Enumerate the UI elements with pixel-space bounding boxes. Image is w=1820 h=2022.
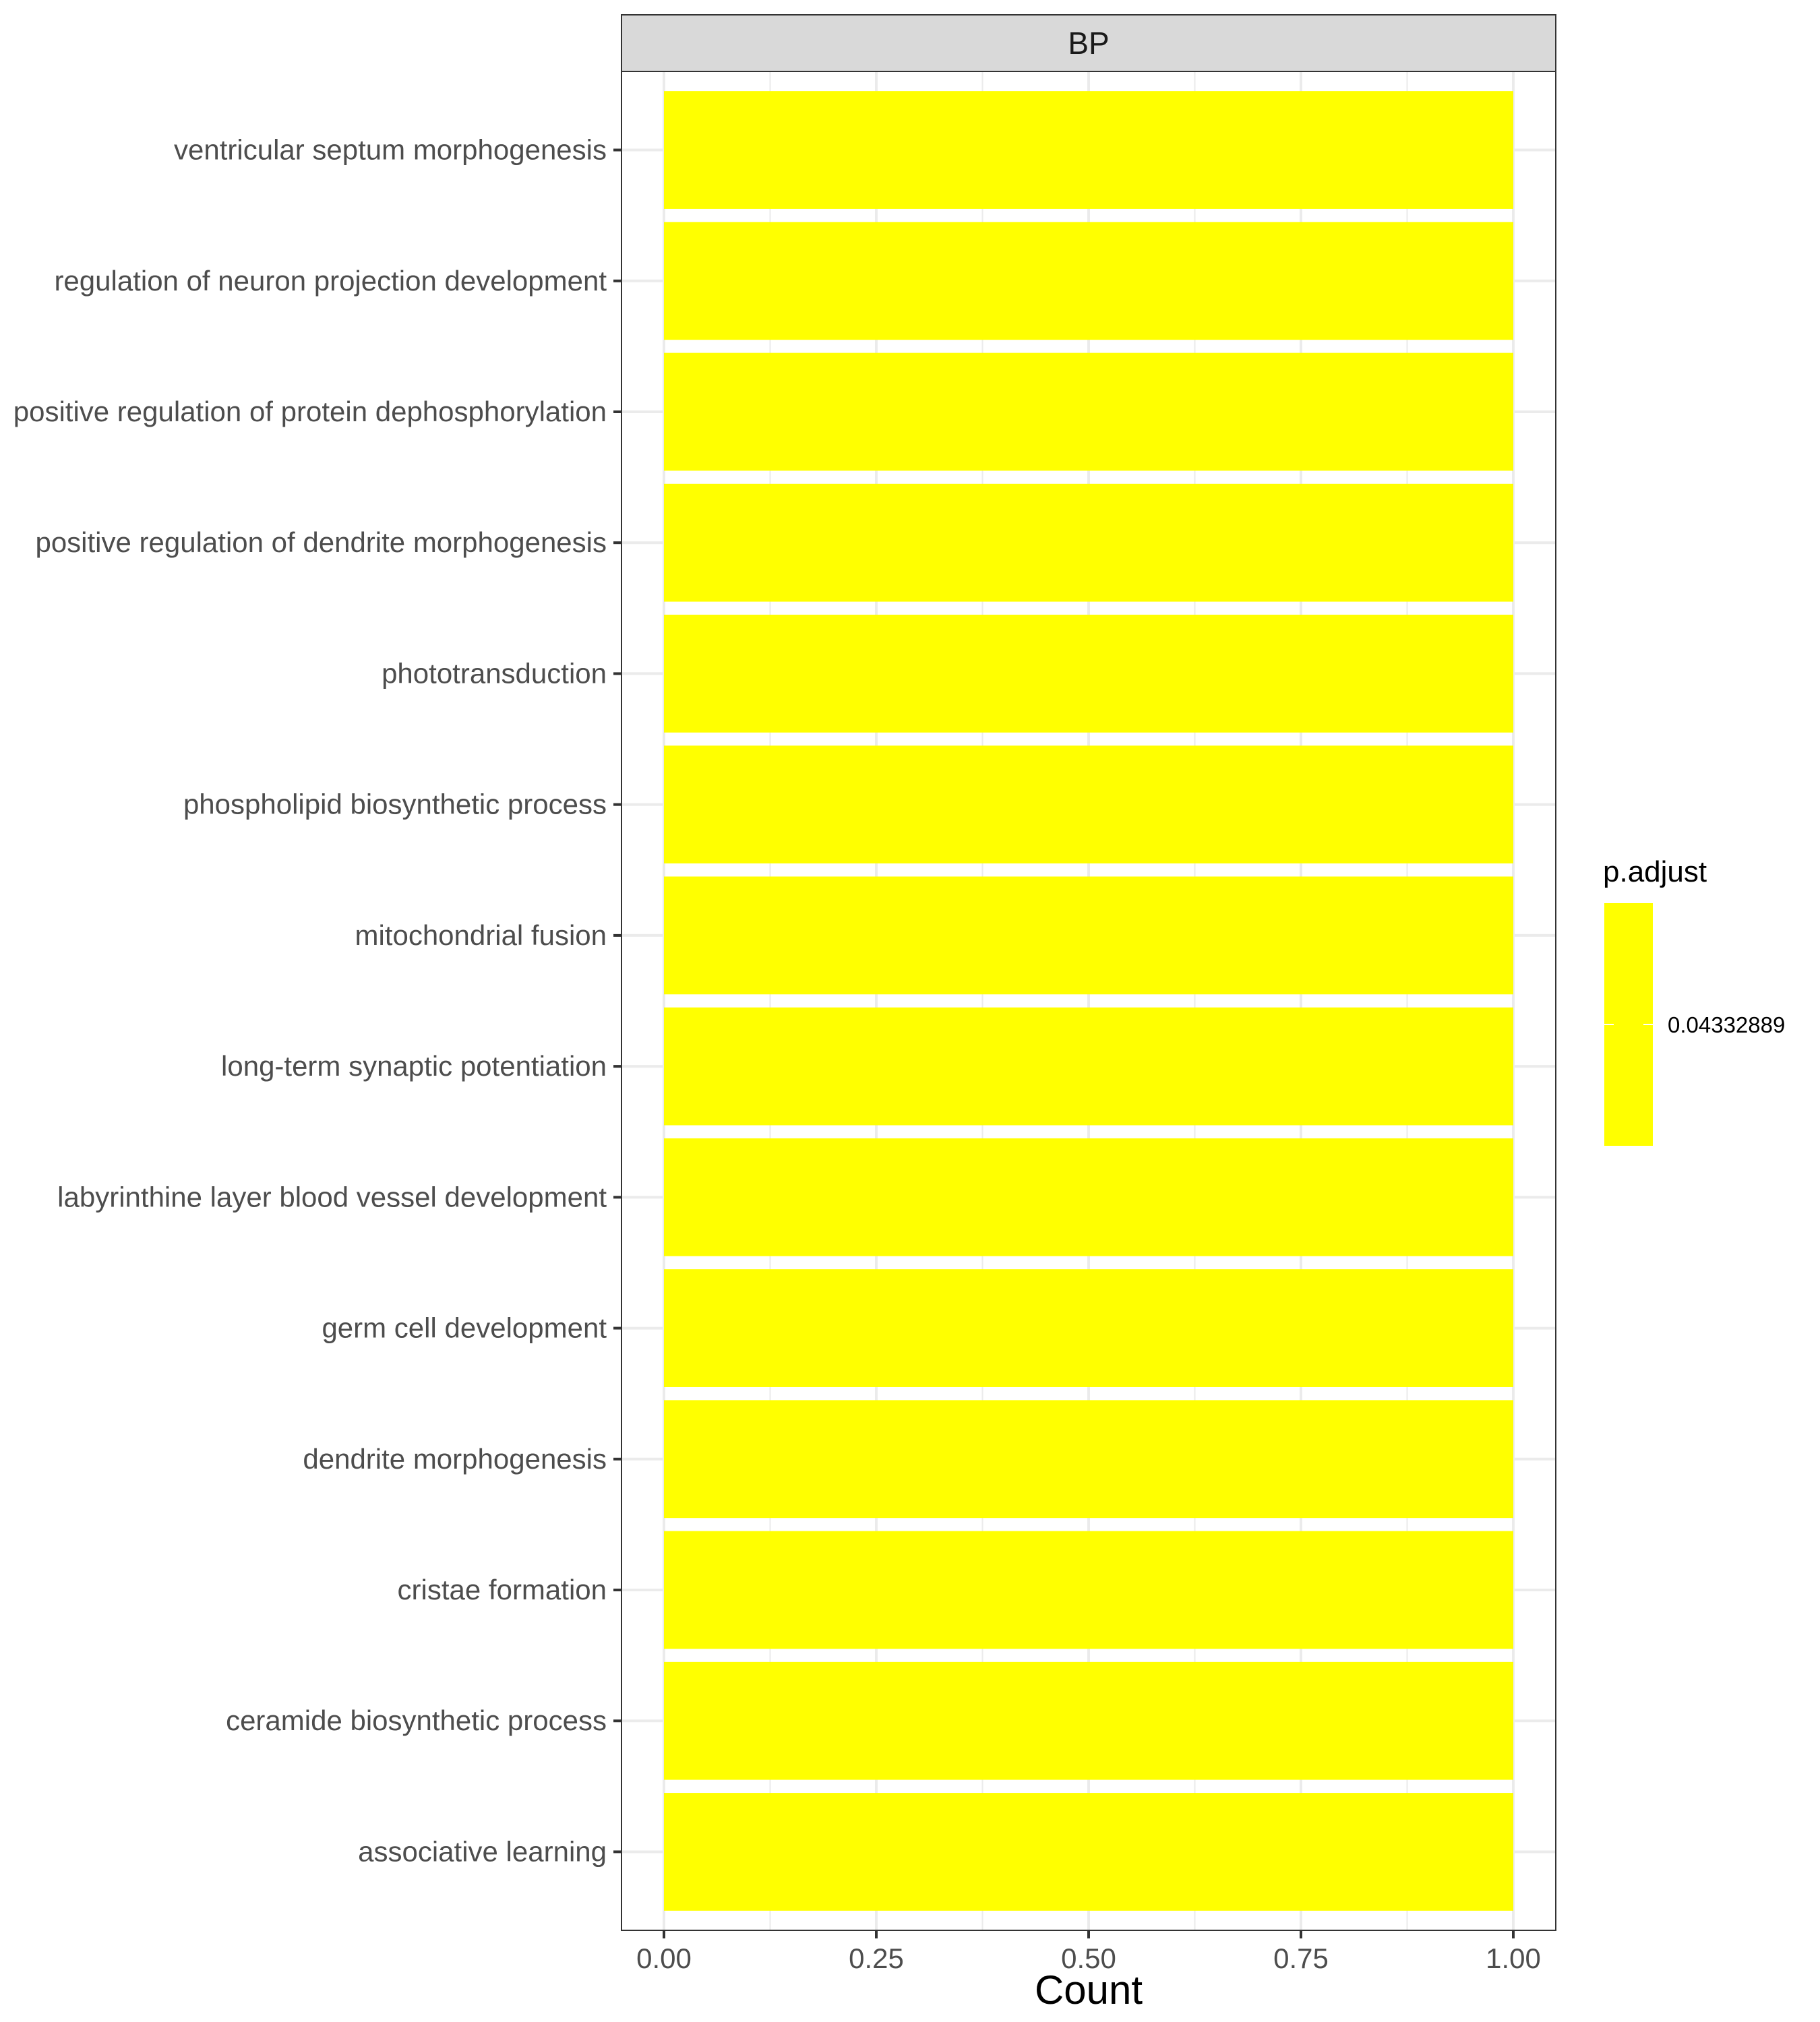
bar xyxy=(664,1138,1513,1256)
y-tick-label: ventricular septum morphogenesis xyxy=(174,134,607,166)
bar xyxy=(664,91,1513,209)
y-tick-label: mitochondrial fusion xyxy=(355,919,607,951)
y-tick-label: positive regulation of dendrite morphoge… xyxy=(35,526,607,558)
bar xyxy=(664,1531,1513,1649)
bar xyxy=(664,222,1513,340)
bar xyxy=(664,1007,1513,1126)
bar xyxy=(664,483,1513,602)
x-tick-label: 0.25 xyxy=(849,1942,904,1974)
bar xyxy=(664,615,1513,733)
x-tick-label: 0.50 xyxy=(1061,1942,1116,1974)
y-tick-label: long-term synaptic potentiation xyxy=(221,1050,607,1082)
y-tick-label: associative learning xyxy=(358,1835,607,1867)
facet-strip-label: BP xyxy=(1068,26,1109,61)
x-axis-title: Count xyxy=(1035,1967,1143,2013)
y-tick-label: regulation of neuron projection developm… xyxy=(54,265,607,297)
y-tick-label: germ cell development xyxy=(322,1312,607,1344)
x-tick-label: 0.75 xyxy=(1273,1942,1329,1974)
y-tick-label: cristae formation xyxy=(398,1574,607,1605)
bar xyxy=(664,1661,1513,1780)
y-tick-label: positive regulation of protein dephospho… xyxy=(13,396,607,427)
bar xyxy=(664,353,1513,471)
legend-title: p.adjust xyxy=(1603,855,1707,888)
y-axis: ventricular septum morphogenesis regulati… xyxy=(13,134,621,1867)
y-tick-label: phototransduction xyxy=(382,657,607,689)
y-tick-label: dendrite morphogenesis xyxy=(303,1443,607,1475)
legend: p.adjust 0.04332889 xyxy=(1603,855,1785,1146)
bar xyxy=(664,1793,1513,1911)
bar xyxy=(664,1400,1513,1519)
bar xyxy=(664,1269,1513,1387)
bar xyxy=(664,876,1513,995)
legend-value-label: 0.04332889 xyxy=(1668,1012,1785,1037)
bars xyxy=(664,91,1513,1911)
facet-strip xyxy=(621,14,1556,72)
x-axis: 0.00 0.25 0.50 0.75 1.00 xyxy=(636,1930,1541,1974)
y-tick-label: labyrinthine layer blood vessel developm… xyxy=(57,1181,607,1213)
y-tick-label: ceramide biosynthetic process xyxy=(226,1705,607,1736)
x-tick-label: 0.00 xyxy=(636,1942,692,1974)
y-tick-label: phospholipid biosynthetic process xyxy=(183,789,607,820)
x-tick-label: 1.00 xyxy=(1486,1942,1541,1974)
bar xyxy=(664,745,1513,864)
